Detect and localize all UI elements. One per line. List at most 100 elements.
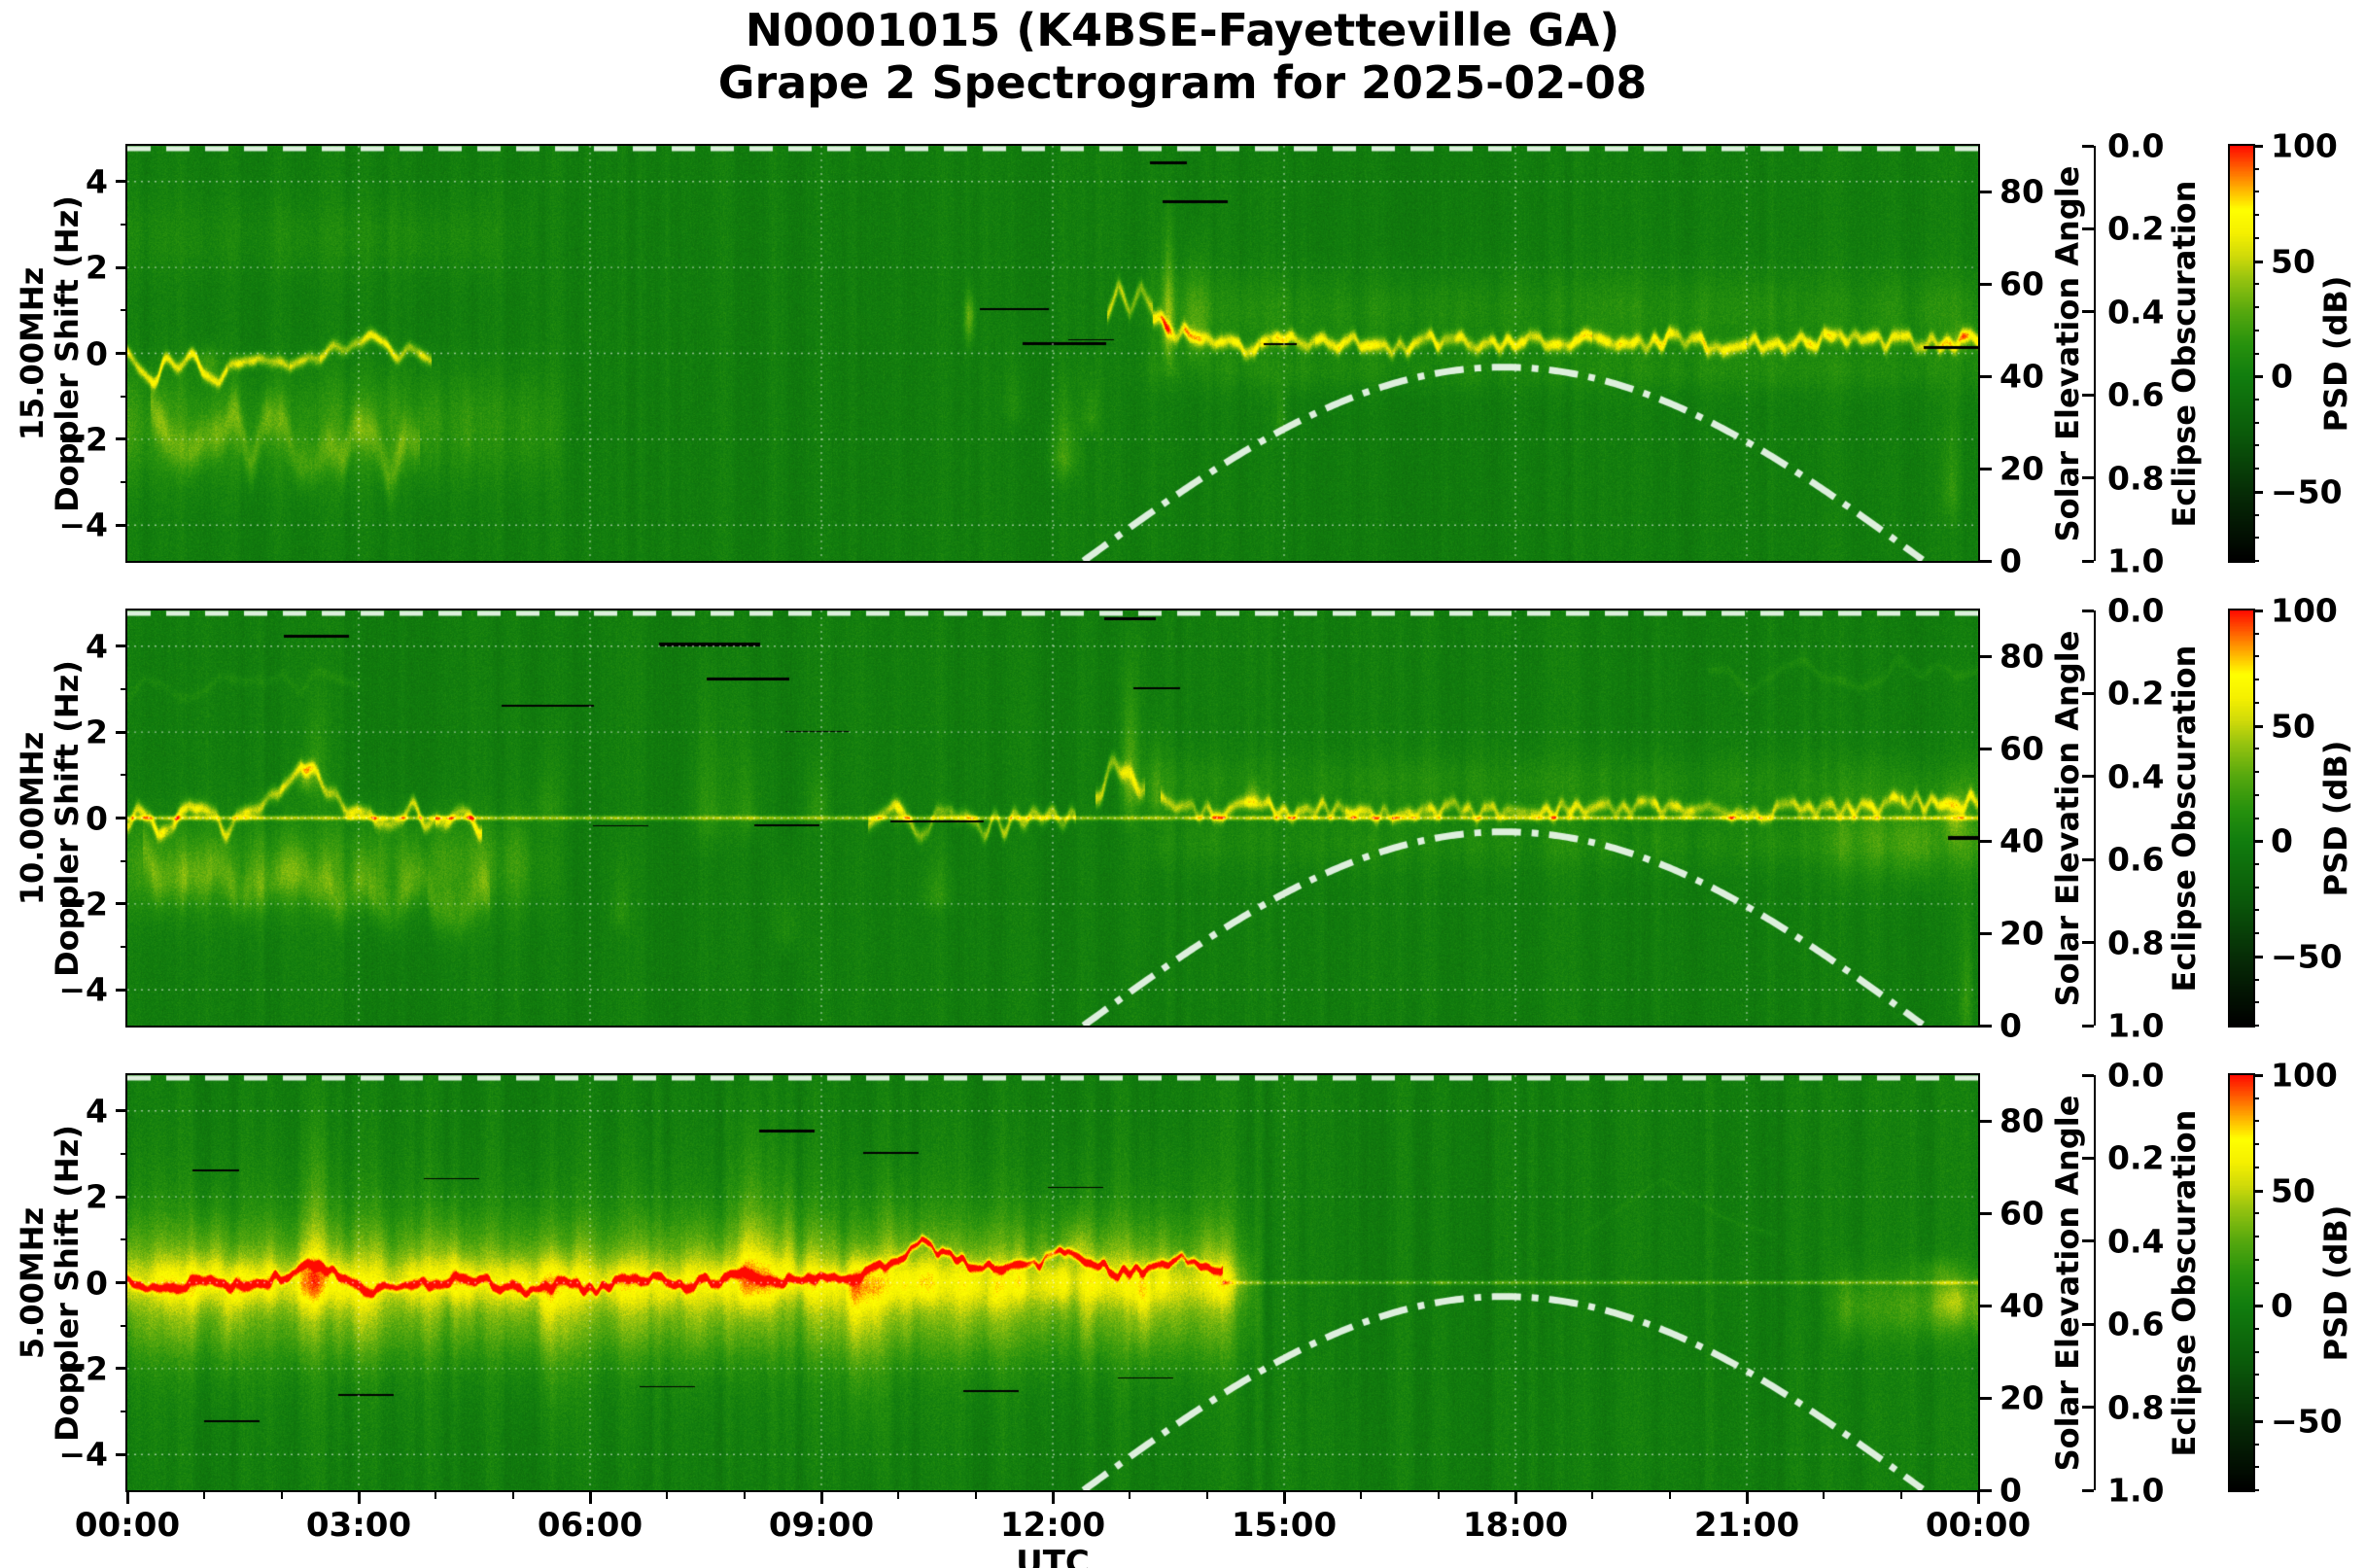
sea-major-tick [1980, 747, 1992, 750]
doppler-major-tick [116, 180, 127, 184]
eclipse-tick-label: 0.2 [2107, 1138, 2165, 1177]
x-major-tick [1282, 1492, 1286, 1504]
x-minor-tick [1437, 1492, 1440, 1499]
eclipse-tick-label: 0.8 [2107, 1388, 2165, 1427]
sea-major-tick [1980, 931, 1992, 935]
doppler-major-tick [116, 1281, 127, 1284]
sea-tick-label: 40 [2000, 821, 2044, 860]
sea-tick-label: 40 [2000, 357, 2044, 396]
eclipse-tick-label: 0.0 [2107, 1056, 2165, 1095]
doppler-tick-label: −2 [58, 885, 108, 923]
doppler-tick-label: −4 [58, 1435, 108, 1474]
doppler-minor-tick [121, 223, 127, 226]
sea-major-tick [1980, 1211, 1992, 1215]
sea-major-tick [1980, 654, 1992, 658]
colorbar-tick-label: −50 [2271, 1402, 2343, 1441]
colorbar-major-tick [2253, 840, 2263, 844]
colorbar-minor-tick [2253, 421, 2259, 424]
sea-major-tick [1980, 559, 1992, 563]
doppler-major-tick [116, 645, 127, 648]
sea-tick-label: 0 [2000, 1471, 2022, 1510]
x-tick-label: 03:00 [305, 1506, 412, 1545]
eclipse-tick-label: 0.4 [2107, 1222, 2165, 1261]
eclipse-tick-label: 0.6 [2107, 1305, 2165, 1343]
x-minor-tick [1823, 1492, 1826, 1499]
x-minor-tick [435, 1492, 437, 1499]
colorbar-major-tick [2253, 955, 2263, 958]
colorbar-minor-tick [2253, 701, 2259, 704]
colorbar-label: PSD (dB) [2317, 740, 2355, 896]
sea-tick-label: 0 [2000, 1006, 2022, 1045]
x-tick-label: 00:00 [74, 1506, 181, 1545]
doppler-major-tick [116, 988, 127, 992]
colorbar-minor-tick [2253, 283, 2259, 286]
colorbar-tick-label: −50 [2271, 472, 2343, 511]
x-tick-label: 06:00 [537, 1506, 643, 1545]
doppler-minor-tick [121, 1324, 127, 1327]
doppler-minor-tick [121, 946, 127, 949]
doppler-tick-label: 4 [86, 1092, 108, 1131]
eclipse-tick [2082, 857, 2094, 861]
doppler-major-tick [116, 437, 127, 441]
eclipse-tick-label: 0.2 [2107, 209, 2165, 248]
eclipse-tick [2082, 310, 2094, 314]
eclipse-tick [2082, 1073, 2094, 1077]
colorbar-major-tick [2253, 1074, 2263, 1077]
eclipse-tick [2082, 144, 2094, 148]
colorbar-minor-tick [2253, 1025, 2259, 1027]
x-tick-label: 09:00 [768, 1506, 875, 1545]
doppler-major-tick [116, 352, 127, 355]
x-tick-label: 21:00 [1693, 1506, 1800, 1545]
x-minor-tick [1129, 1492, 1131, 1499]
doppler-major-tick [116, 1195, 127, 1199]
eclipse-tick-label: 0.8 [2107, 923, 2165, 962]
x-minor-tick [1668, 1492, 1671, 1499]
panel-y-axis-label-10mhz: 10.00MHz Doppler Shift (Hz) [14, 659, 86, 977]
colorbar-minor-tick [2253, 1166, 2259, 1168]
sea-tick-label: 20 [2000, 449, 2044, 488]
colorbar-minor-tick [2253, 1489, 2259, 1491]
colorbar-minor-tick [2253, 1350, 2259, 1353]
colorbar-10mhz [2228, 609, 2255, 1028]
x-minor-tick [743, 1492, 746, 1499]
eclipse-axis-label: Eclipse Obscuration [2166, 645, 2204, 992]
page-title-line-2: Grape 2 Spectrogram for 2025-02-08 [717, 56, 1648, 109]
doppler-minor-tick [121, 481, 127, 484]
x-major-tick [1745, 1492, 1749, 1504]
doppler-minor-tick [121, 859, 127, 862]
doppler-major-tick [116, 1109, 127, 1113]
colorbar-major-tick [2253, 145, 2263, 148]
colorbar-minor-tick [2253, 1374, 2259, 1376]
doppler-major-tick [116, 730, 127, 734]
colorbar-15mhz [2228, 144, 2255, 563]
colorbar-minor-tick [2253, 862, 2259, 865]
sea-axis-label: Solar Elevation Angle [2049, 630, 2087, 1006]
colorbar-major-tick [2253, 1189, 2263, 1193]
colorbar-minor-tick [2253, 1327, 2259, 1330]
eclipse-tick-label: 1.0 [2107, 541, 2165, 580]
x-major-tick [819, 1492, 823, 1504]
colorbar-minor-tick [2253, 655, 2259, 658]
x-minor-tick [1205, 1492, 1208, 1499]
eclipse-axis-spine [2094, 1075, 2096, 1490]
colorbar-minor-tick [2253, 978, 2259, 981]
colorbar-minor-tick [2253, 329, 2259, 331]
eclipse-tick-label: 0.4 [2107, 293, 2165, 331]
colorbar-minor-tick [2253, 771, 2259, 774]
colorbar-minor-tick [2253, 1001, 2259, 1004]
colorbar-minor-tick [2253, 214, 2259, 217]
colorbar-minor-tick [2253, 236, 2259, 239]
colorbar-minor-tick [2253, 1143, 2259, 1146]
eclipse-tick-label: 1.0 [2107, 1006, 2165, 1045]
doppler-tick-label: 4 [86, 162, 108, 201]
eclipse-tick [2082, 941, 2094, 945]
colorbar-major-tick [2253, 1305, 2263, 1308]
eclipse-axis-label: Eclipse Obscuration [2166, 180, 2204, 527]
doppler-tick-label: 4 [86, 627, 108, 666]
doppler-tick-label: 2 [86, 713, 108, 751]
spectrogram-canvas-15mhz [125, 144, 1980, 563]
colorbar-minor-tick [2253, 560, 2259, 562]
x-major-tick [1513, 1492, 1517, 1504]
doppler-tick-label: 0 [86, 1264, 108, 1302]
sea-tick-label: 20 [2000, 1378, 2044, 1417]
